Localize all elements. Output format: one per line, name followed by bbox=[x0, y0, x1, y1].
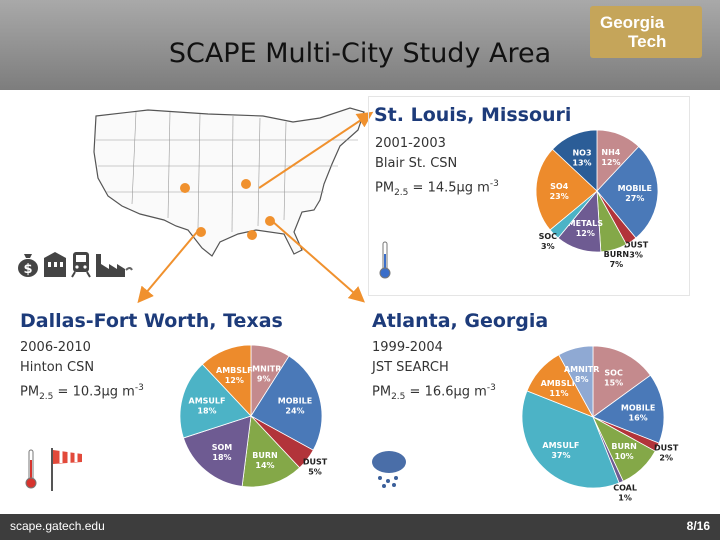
pie-label-coal: COAL 1% bbox=[613, 483, 637, 502]
pie-label-ambslf: AMBSLF 12% bbox=[216, 366, 253, 385]
pie-label-ambslf: AMBSLF 11% bbox=[541, 379, 578, 398]
stlouis-site: Blair St. CSN bbox=[375, 156, 458, 171]
pie-slice-mobile bbox=[596, 145, 659, 239]
pie-label-mobile: MOBILE 24% bbox=[278, 397, 312, 416]
thermometer-icon bbox=[379, 241, 391, 279]
atlanta-site: JST SEARCH bbox=[372, 360, 449, 375]
pie-label-dust: DUST 3% bbox=[624, 241, 649, 260]
pie-slice-burn bbox=[241, 415, 301, 488]
pie-label-soc: SOC 3% bbox=[539, 232, 558, 251]
dallas-pie-chart: AMNITR 9% MOBILE 24% DUST 5% BURN 14% SOM 18% AMSU… bbox=[179, 344, 328, 488]
atlanta-title: Atlanta, Georgia bbox=[372, 310, 549, 332]
pie-slice-mobile bbox=[250, 355, 323, 451]
pie-label-amsulf: AMSULF 37% bbox=[542, 441, 579, 460]
dallas-title: Dallas-Fort Worth, Texas bbox=[20, 310, 283, 332]
pie-slice-so4 bbox=[535, 148, 598, 231]
pie-slice-amnitr bbox=[558, 345, 594, 418]
pie-slice-som bbox=[182, 415, 252, 487]
stlouis-pm: PM2.5 = 14.5μg m-3 bbox=[375, 179, 499, 198]
pie-slice-mobile bbox=[592, 374, 665, 444]
atlanta-pm: PM2.5 = 16.6μg m-3 bbox=[372, 383, 496, 402]
slide-title: SCAPE Multi-City Study Area bbox=[168, 38, 552, 69]
pie-label-no3: NO3 13% bbox=[572, 148, 591, 167]
atlanta-info: 1999-2004 JST SEARCH PM2.5 = 16.6μg m-3 bbox=[372, 338, 496, 407]
page-number: 8/16 bbox=[686, 519, 710, 533]
dallas-info: 2006-2010 Hinton CSN PM2.5 = 10.3μg m-3 bbox=[20, 338, 144, 407]
logo-line2: Tech bbox=[628, 32, 667, 51]
us-map-icon bbox=[93, 107, 365, 257]
atlanta-years: 1999-2004 bbox=[372, 340, 443, 355]
pie-slice-amsulf bbox=[179, 363, 252, 439]
atlanta-pie-chart: SOC 15% MOBILE 16% DUST 2% BURN 10% COAL 1% AMSULF… bbox=[521, 345, 679, 502]
factory-icon bbox=[96, 254, 133, 277]
thermometer-icon bbox=[25, 449, 37, 489]
arrow-atlanta bbox=[271, 220, 366, 303]
stlouis-info: 2001-2003 Blair St. CSN PM2.5 = 14.5μg m… bbox=[375, 134, 499, 203]
pie-label-mobile: MOBILE 27% bbox=[618, 184, 652, 203]
stlouis-title: St. Louis, Missouri bbox=[374, 104, 572, 126]
arrow-dallas bbox=[137, 231, 198, 304]
pie-label-soc: SOC 15% bbox=[604, 369, 623, 388]
pie-slice-ambslf bbox=[201, 344, 252, 418]
footer-url: scape.gatech.edu bbox=[10, 519, 105, 533]
building-icon bbox=[44, 252, 66, 277]
pie-label-dust: DUST 2% bbox=[654, 444, 679, 463]
logo-line1: Georgia bbox=[600, 13, 665, 32]
pie-slice-amsulf bbox=[521, 390, 620, 489]
stlouis-years: 2001-2003 bbox=[375, 136, 446, 151]
stlouis-pie-chart: NH4 12% MOBILE 27% DUST 3%BURN 7%METALS 12% SOC 3… bbox=[535, 129, 659, 269]
dallas-years: 2006-2010 bbox=[20, 340, 91, 355]
pie-label-mobile: MOBILE 16% bbox=[621, 403, 655, 422]
pie-slice-no3 bbox=[551, 129, 598, 192]
rain-cloud-icon bbox=[372, 451, 406, 488]
stlouis-panel bbox=[368, 96, 690, 296]
arrow-stlouis bbox=[258, 111, 374, 189]
pie-label-metals: METALS 12% bbox=[568, 219, 604, 238]
pie-label-amsulf: AMSULF 18% bbox=[189, 397, 226, 416]
pie-label-amnitr: AMNITR 8% bbox=[564, 365, 599, 384]
pie-label-burn: BURN 14% bbox=[252, 451, 277, 470]
pie-label-burn: BURN 7% bbox=[604, 250, 629, 269]
pie-label-som: SOM 18% bbox=[212, 443, 233, 462]
georgia-tech-logo: Georgia Tech bbox=[590, 6, 702, 58]
windsock-icon bbox=[51, 448, 82, 491]
pie-label-burn: BURN 10% bbox=[611, 442, 636, 461]
svg-text:$: $ bbox=[23, 262, 32, 277]
pie-slice-soc bbox=[592, 345, 651, 418]
train-icon bbox=[71, 252, 91, 278]
dallas-site: Hinton CSN bbox=[20, 360, 95, 375]
pie-label-so4: SO4 23% bbox=[550, 182, 569, 201]
money-icon: $ bbox=[18, 254, 38, 277]
pie-label-dust: DUST 5% bbox=[303, 458, 328, 477]
pie-label-amnitr: AMNITR 9% bbox=[246, 364, 281, 383]
dallas-pm: PM2.5 = 10.3μg m-3 bbox=[20, 383, 144, 402]
pie-label-nh4: NH4 12% bbox=[601, 148, 620, 167]
slide-footer: scape.gatech.edu 8/16 bbox=[0, 514, 720, 540]
